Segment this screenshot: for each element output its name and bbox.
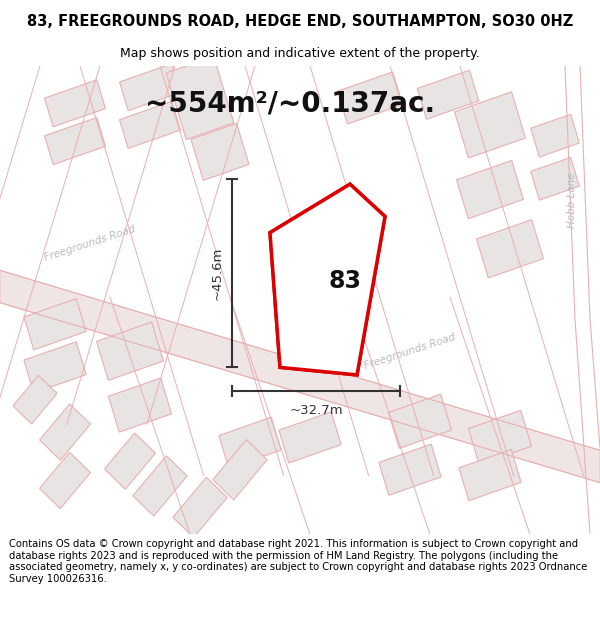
Polygon shape: [40, 404, 91, 460]
Polygon shape: [531, 158, 579, 200]
Polygon shape: [13, 376, 57, 424]
Polygon shape: [40, 452, 91, 509]
Polygon shape: [24, 342, 86, 393]
Polygon shape: [379, 444, 441, 495]
Polygon shape: [24, 299, 86, 350]
Polygon shape: [109, 378, 172, 432]
Polygon shape: [119, 64, 181, 111]
Polygon shape: [476, 219, 544, 278]
Text: ~32.7m: ~32.7m: [289, 404, 343, 417]
Text: ~554m²/~0.137ac.: ~554m²/~0.137ac.: [145, 89, 435, 118]
Polygon shape: [0, 271, 600, 482]
Polygon shape: [173, 478, 227, 538]
Polygon shape: [270, 184, 385, 375]
Polygon shape: [531, 114, 579, 157]
Polygon shape: [388, 394, 452, 448]
Text: Map shows position and indicative extent of the property.: Map shows position and indicative extent…: [120, 48, 480, 60]
Polygon shape: [213, 439, 267, 500]
Polygon shape: [457, 161, 523, 219]
Text: Contains OS data © Crown copyright and database right 2021. This information is : Contains OS data © Crown copyright and d…: [9, 539, 587, 584]
Polygon shape: [44, 80, 106, 127]
Text: 83: 83: [329, 269, 361, 293]
Text: Hobb Lane: Hobb Lane: [567, 173, 577, 228]
Polygon shape: [337, 72, 403, 124]
Polygon shape: [191, 123, 249, 181]
Text: Freegrounds Road: Freegrounds Road: [43, 224, 137, 263]
Text: 83, FREEGROUNDS ROAD, HEDGE END, SOUTHAMPTON, SO30 0HZ: 83, FREEGROUNDS ROAD, HEDGE END, SOUTHAM…: [27, 14, 573, 29]
Polygon shape: [133, 456, 187, 516]
Polygon shape: [270, 184, 385, 375]
Polygon shape: [166, 56, 234, 139]
Text: ~45.6m: ~45.6m: [211, 246, 224, 300]
Polygon shape: [279, 412, 341, 463]
Polygon shape: [44, 118, 106, 164]
Polygon shape: [417, 70, 479, 119]
Polygon shape: [97, 322, 163, 381]
Polygon shape: [104, 433, 155, 489]
Polygon shape: [119, 101, 181, 148]
Text: Freegrounds Road: Freegrounds Road: [363, 332, 457, 371]
Polygon shape: [219, 418, 281, 468]
Polygon shape: [459, 449, 521, 501]
Polygon shape: [455, 92, 526, 158]
Polygon shape: [469, 410, 532, 464]
